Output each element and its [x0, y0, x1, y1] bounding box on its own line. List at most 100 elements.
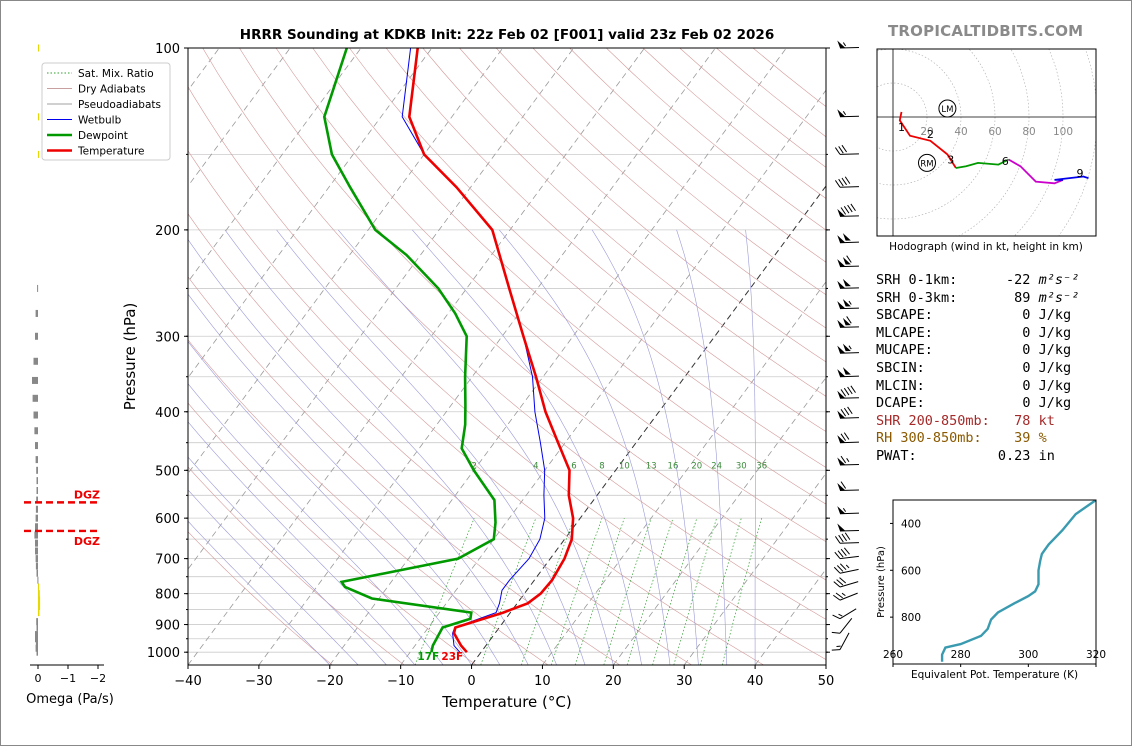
wind-barb	[837, 109, 859, 118]
mixing-ratio-label: 8	[599, 461, 604, 471]
param-value: 0	[932, 342, 1031, 359]
mixing-ratio-label: 36	[756, 461, 767, 471]
param-row: RH 300-850mb: 39 %	[876, 430, 1106, 448]
param-value: 0	[932, 324, 1031, 341]
sounding-parameters: SRH 0-1km: -22 m²s⁻² SRH 0-3km: 89 m²s⁻² S…	[876, 272, 1106, 466]
barb-staff	[839, 46, 859, 49]
param-label: SHR 200-850mb:	[876, 412, 990, 429]
thetae-frame	[892, 499, 1097, 665]
wind-barb	[833, 592, 858, 601]
omega-bar	[36, 496, 38, 504]
barb-pennant	[837, 280, 846, 289]
storm-motion-marker	[918, 153, 936, 172]
y-tick-label: 100	[155, 42, 180, 57]
barb-staff	[839, 592, 858, 601]
param-row: SRH 0-3km: 89 m²s⁻²	[876, 290, 1106, 308]
omega-bar	[33, 411, 38, 419]
barb-full	[841, 533, 847, 542]
wind-barb	[837, 367, 859, 378]
mixing-ratio-line	[414, 518, 475, 665]
param-unit: kt	[1030, 412, 1055, 429]
omega-bar	[38, 609, 40, 617]
barb-staff	[839, 489, 859, 491]
barb-staff	[839, 618, 853, 634]
param-unit: J/kg	[1030, 377, 1072, 394]
dry-adiabat	[312, 48, 826, 505]
barb-full	[843, 206, 850, 214]
param-row: MLCAPE: 0 J/kg	[876, 325, 1106, 343]
param-label: PWAT:	[876, 447, 917, 464]
barb-pennant	[837, 301, 846, 309]
thetae-x-tick-label: 320	[1086, 649, 1106, 661]
x-tick-label: 0	[467, 674, 475, 689]
x-tick-label: 10	[534, 674, 551, 689]
barb-staff	[839, 512, 859, 515]
x-tick-label: 50	[818, 674, 835, 689]
chart-title: HRRR Sounding at KDKB Init: 22z Feb 02 […	[239, 27, 775, 43]
barb-pennant	[842, 257, 851, 265]
hodo-ring-label: 100	[1053, 126, 1073, 138]
isotherm-line	[258, 48, 716, 665]
barb-half	[848, 345, 852, 350]
param-value: 89	[957, 289, 1031, 306]
barb-full	[838, 534, 844, 543]
barb-staff	[839, 542, 859, 544]
dry-adiabat	[188, 150, 764, 665]
param-unit: J/kg	[1030, 342, 1072, 359]
param-unit: J/kg	[1030, 307, 1072, 324]
thetae-y-tick-label: 800	[901, 612, 921, 624]
barb-pennant	[837, 390, 846, 399]
wind-barb	[834, 144, 859, 155]
moist-adiabat	[745, 229, 756, 665]
barb-full	[847, 406, 853, 415]
legend-label: Dewpoint	[78, 130, 128, 142]
hodograph-panel: 20 40 60 80 100 1 23 6 9 LM RM	[876, 48, 1097, 237]
barb-half	[842, 507, 847, 512]
y-tick-label: 600	[155, 512, 180, 527]
mixing-ratio-label: 20	[691, 461, 702, 471]
param-unit: m²s⁻²	[1030, 289, 1080, 306]
param-unit: %	[1030, 430, 1047, 447]
barb-staff	[839, 417, 859, 419]
thetae-x-tick-label: 300	[1018, 649, 1038, 661]
barb-full	[840, 207, 847, 215]
hodo-height-label: 9	[1077, 167, 1084, 180]
moist-adiabat	[188, 520, 331, 665]
legend-label: Pseudoadiabats	[78, 99, 161, 111]
dry-adiabat	[459, 48, 826, 363]
hodo-frame	[876, 48, 1097, 237]
barb-full	[834, 147, 841, 155]
omega-bar	[37, 284, 39, 292]
barb-pennant	[837, 369, 846, 377]
omega-bar	[36, 648, 38, 656]
x-tick-label: −10	[387, 674, 414, 689]
moist-adiabat	[188, 421, 416, 665]
legend-label: Dry Adiabats	[78, 84, 146, 96]
barb-pennant	[837, 235, 846, 243]
isotherm-line	[188, 48, 575, 570]
barb-full	[843, 387, 850, 396]
barb-pennant	[842, 317, 851, 326]
param-value: 78	[989, 412, 1031, 429]
barb-staff	[839, 115, 859, 118]
wind-barb	[831, 632, 850, 651]
omega-bar	[35, 644, 38, 652]
wind-barb	[837, 481, 859, 491]
mixing-ratio-label: 30	[736, 461, 747, 471]
x-tick-label: 30	[676, 674, 693, 689]
barb-full	[846, 316, 852, 324]
barb-staff	[839, 555, 859, 560]
barb-staff	[839, 397, 859, 399]
wind-barb	[837, 406, 859, 419]
moist-adiabat	[276, 229, 586, 665]
dgz-label: DGZ	[74, 535, 100, 548]
barb-pennant	[842, 233, 851, 241]
wind-barb	[837, 432, 859, 444]
barb-full	[840, 433, 847, 441]
param-label: MLCAPE:	[876, 324, 933, 341]
mixing-ratio-label: 6	[571, 461, 576, 471]
mixing-ratio-line	[574, 518, 625, 665]
barb-full	[834, 551, 841, 559]
moist-adiabat	[188, 489, 359, 665]
storm-motion-label: LM	[941, 105, 953, 115]
